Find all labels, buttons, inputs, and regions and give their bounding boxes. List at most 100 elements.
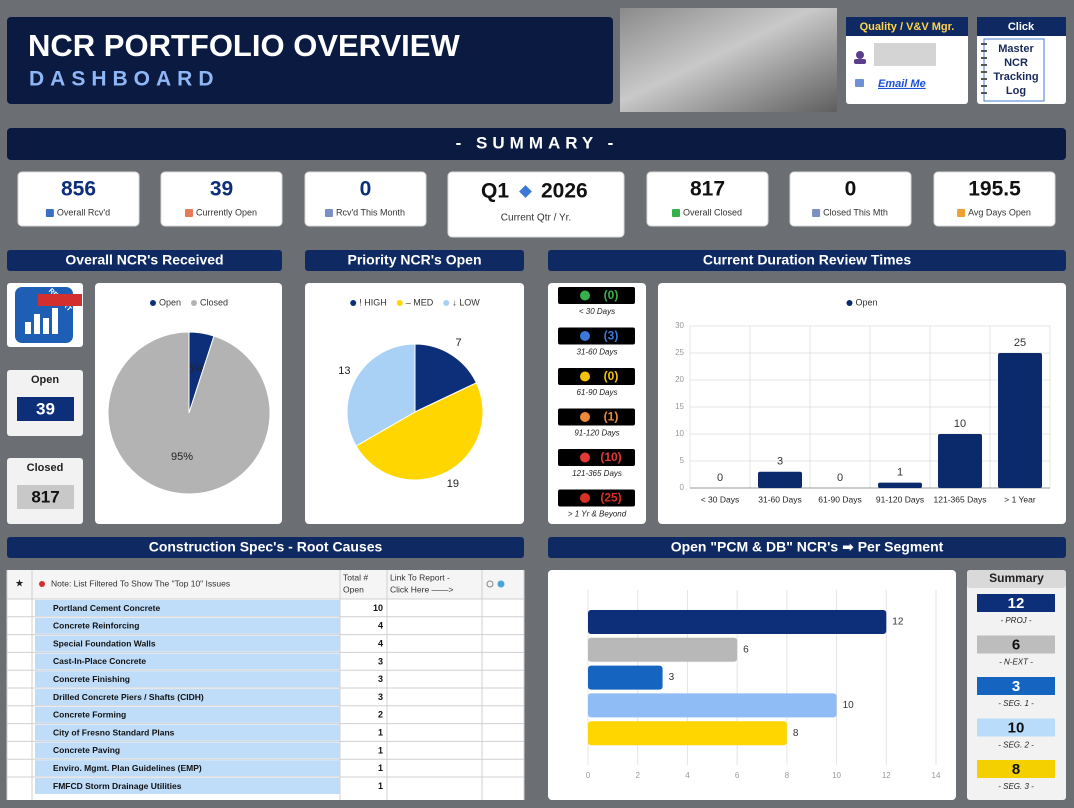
segment-label: - SEG. 2 -	[998, 741, 1034, 750]
legend: Open Closed	[149, 297, 228, 307]
section-title: Priority NCR's Open	[347, 252, 481, 268]
table-header-cell: ★	[15, 579, 24, 590]
x-tick-label: 61-90 Days	[818, 494, 861, 504]
person-icon-body	[854, 59, 866, 64]
section-header	[548, 537, 1066, 558]
legend-label: ↓ LOW	[452, 297, 480, 307]
kpi-value: 0	[360, 178, 372, 201]
duration-count: (25)	[600, 491, 621, 505]
blurred-name	[874, 43, 936, 66]
tracking-link-line: Log	[1006, 85, 1026, 97]
duration-pill	[558, 449, 635, 466]
segments-title: Summary	[989, 571, 1044, 585]
notebook-ring	[981, 57, 987, 59]
duration-dot	[580, 493, 590, 503]
table-cell: 2	[378, 710, 383, 720]
legend-marker	[443, 300, 450, 306]
x-tick-label: 12	[882, 771, 891, 780]
duration-dot	[580, 331, 590, 341]
legend: Open	[846, 297, 878, 307]
notebook	[983, 38, 1045, 102]
duration-count: (1)	[604, 410, 619, 424]
kpi-label: Overall Closed	[683, 207, 742, 217]
section-title: Open "PCM & DB" NCR's ➡ Per Segment	[671, 539, 944, 555]
dashboard-subtitle: DASHBOARD	[29, 68, 220, 91]
segment-label: - N-EXT -	[999, 658, 1033, 667]
x-tick-label: 8	[785, 771, 790, 780]
kpi-value: 39	[210, 178, 233, 201]
table-name-cell	[35, 742, 340, 759]
segment-box	[977, 718, 1055, 737]
closed-value-box	[17, 485, 74, 509]
y-tick-label: 10	[675, 429, 684, 438]
segment-value: 10	[1008, 719, 1025, 736]
notebook-ring	[981, 92, 987, 94]
kpi-value: 817	[690, 178, 725, 201]
duration-pill	[558, 368, 635, 385]
open-value: 39	[36, 399, 55, 418]
email-link[interactable]: Email Me	[878, 78, 926, 90]
table-cell: 4	[378, 638, 383, 648]
report-icon-bar	[34, 314, 40, 334]
section-header	[548, 250, 1066, 271]
value-label: 0	[717, 472, 723, 484]
duration-count: (10)	[600, 450, 621, 464]
section-header	[7, 250, 282, 271]
value-label: 25	[1014, 337, 1026, 349]
blurred-photo	[620, 8, 837, 112]
table-name-cell	[35, 760, 340, 777]
duration-pill	[558, 408, 635, 426]
period-year: 2026	[541, 180, 588, 203]
contact-title: Quality / V&V Mgr.	[860, 21, 955, 33]
notebook-ring	[981, 85, 987, 87]
tracking-link[interactable]: Master NCR Tracking Log	[993, 43, 1038, 97]
open-label: Open	[31, 374, 59, 386]
pie-slice	[414, 343, 478, 413]
x-tick-label: 31-60 Days	[758, 494, 801, 504]
legend-label: Open	[855, 297, 877, 307]
segment-value: 8	[1012, 761, 1020, 778]
x-tick-label: 91-120 Days	[876, 494, 924, 504]
bar	[938, 434, 982, 488]
legend-marker	[350, 300, 357, 306]
legend-marker	[846, 300, 853, 306]
bar	[758, 471, 802, 488]
period-label: Current Qtr / Yr.	[501, 213, 571, 224]
bar	[588, 693, 837, 718]
open-value-box	[17, 397, 74, 421]
duration-count: (3)	[604, 329, 619, 343]
table-name-cell	[35, 689, 340, 705]
tracking-header	[977, 17, 1066, 36]
table-cell: Concrete Finishing	[53, 674, 130, 684]
value-label: 6	[743, 644, 749, 655]
bar	[998, 353, 1042, 488]
value-label: 3	[777, 456, 783, 468]
period-quarter: Q1	[481, 180, 509, 203]
kpi-icon	[184, 209, 193, 217]
table-name-cell	[35, 617, 340, 634]
x-tick-label: < 30 Days	[701, 494, 740, 504]
duration-label: > 1 Yr & Beyond	[568, 510, 627, 519]
segment-box	[977, 635, 1055, 654]
kpi-card	[304, 171, 427, 227]
y-tick-label: 0	[680, 483, 685, 492]
duration-dot	[580, 412, 590, 422]
person-icon	[856, 51, 864, 59]
segment-value: 6	[1012, 636, 1020, 653]
segment-box	[977, 677, 1055, 695]
tracking-link-line: Master	[998, 43, 1034, 55]
pie-slice	[107, 331, 271, 495]
table-cell: 3	[378, 692, 383, 702]
table-cell: FMFCD Storm Drainage Utilities	[53, 781, 182, 791]
kpi-label: Rcv'd This Month	[336, 207, 405, 217]
table-cell: 3	[378, 674, 383, 684]
pie-slice	[346, 343, 416, 447]
y-tick-label: 30	[675, 321, 684, 330]
duration-pill	[558, 489, 635, 507]
pie-label: 13	[338, 365, 350, 377]
report-icon-bar	[25, 322, 31, 334]
kpi-card	[789, 171, 912, 227]
segment-label: - SEG. 3 -	[998, 782, 1034, 791]
email-icon	[855, 79, 864, 87]
